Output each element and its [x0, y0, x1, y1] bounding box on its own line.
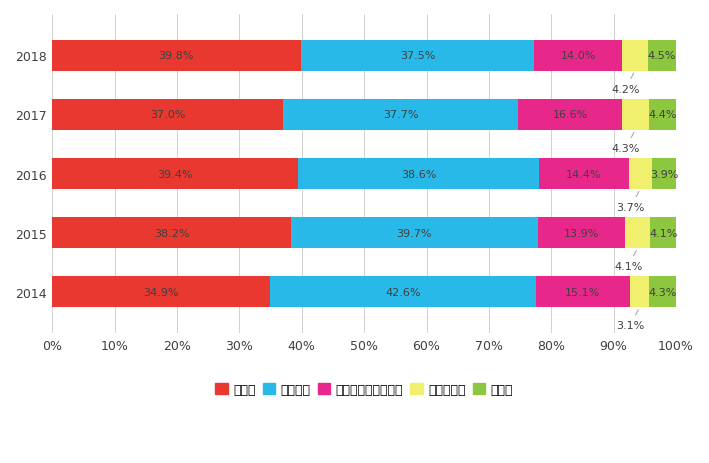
Text: 4.1%: 4.1% [649, 228, 678, 238]
Bar [270, 277, 536, 307]
Text: 4.3%: 4.3% [649, 287, 677, 297]
Bar [652, 159, 676, 189]
Bar [622, 41, 648, 72]
Bar [649, 277, 676, 307]
Text: 38.6%: 38.6% [401, 169, 436, 179]
Bar [52, 277, 270, 307]
Text: 3.1%: 3.1% [616, 310, 644, 331]
Bar [536, 277, 630, 307]
Bar [622, 100, 649, 131]
Bar [283, 100, 518, 131]
Bar [538, 218, 625, 249]
Bar [539, 159, 629, 189]
Text: 4.2%: 4.2% [611, 74, 640, 94]
Bar [301, 41, 535, 72]
Bar [52, 100, 283, 131]
Text: 4.3%: 4.3% [612, 133, 640, 154]
Bar [535, 41, 622, 72]
Bar [52, 218, 291, 249]
Text: 4.5%: 4.5% [648, 51, 676, 61]
Text: 39.4%: 39.4% [157, 169, 193, 179]
Text: 39.7%: 39.7% [396, 228, 432, 238]
Legend: 赤色糸, ブルー糸, ピンク～オレンジ糸, イエロー糸, その他: 赤色糸, ブルー糸, ピンク～オレンジ糸, イエロー糸, その他 [211, 378, 518, 401]
Bar [518, 100, 622, 131]
Text: 37.5%: 37.5% [400, 51, 435, 61]
Bar [650, 218, 676, 249]
Text: 4.4%: 4.4% [648, 110, 676, 120]
Text: 15.1%: 15.1% [565, 287, 601, 297]
Text: 3.7%: 3.7% [617, 192, 645, 213]
Bar [52, 41, 301, 72]
Bar [625, 218, 650, 249]
Text: 37.7%: 37.7% [383, 110, 418, 120]
Text: 39.8%: 39.8% [159, 51, 194, 61]
Bar [630, 277, 649, 307]
Bar [291, 218, 538, 249]
Bar [298, 159, 539, 189]
Bar [629, 159, 652, 189]
Bar [649, 100, 676, 131]
Text: 37.0%: 37.0% [150, 110, 185, 120]
Text: 38.2%: 38.2% [154, 228, 189, 238]
Bar [52, 159, 298, 189]
Text: 14.4%: 14.4% [566, 169, 601, 179]
Text: 3.9%: 3.9% [649, 169, 678, 179]
Text: 42.6%: 42.6% [385, 287, 420, 297]
Text: 34.9%: 34.9% [143, 287, 179, 297]
Text: 14.0%: 14.0% [560, 51, 596, 61]
Text: 4.1%: 4.1% [614, 251, 642, 271]
Text: 13.9%: 13.9% [564, 228, 599, 238]
Bar [648, 41, 676, 72]
Text: 16.6%: 16.6% [552, 110, 588, 120]
